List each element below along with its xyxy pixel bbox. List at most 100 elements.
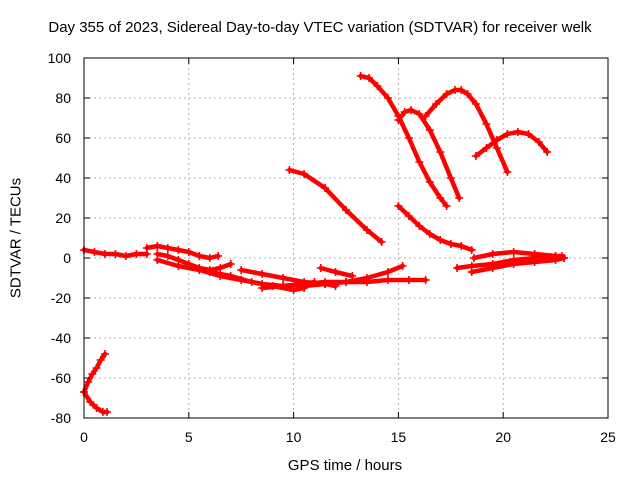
data-point xyxy=(247,278,256,286)
data-point xyxy=(362,278,371,286)
data-point xyxy=(383,94,392,102)
data-point xyxy=(383,276,392,284)
plot-frame xyxy=(83,57,609,419)
data-point xyxy=(377,238,386,246)
data-point xyxy=(226,260,235,268)
data-point xyxy=(463,90,472,98)
data-point xyxy=(488,264,497,272)
data-point xyxy=(442,202,451,210)
x-tick-label: 5 xyxy=(185,429,193,445)
tick-layer: 0 5 10 15 20 25 -80 -60 -40 -20 0 20 40 60 80 100 xyxy=(48,50,616,445)
data-point xyxy=(543,148,552,156)
data-point xyxy=(415,158,424,166)
data-point xyxy=(436,148,445,156)
data-point xyxy=(321,184,330,192)
data-point xyxy=(530,258,539,266)
x-tick-label: 15 xyxy=(391,429,407,445)
data-point xyxy=(503,168,512,176)
data-point xyxy=(492,144,501,152)
data-point xyxy=(163,252,172,260)
data-point xyxy=(174,262,183,270)
grid-layer xyxy=(84,58,608,418)
data-point xyxy=(153,256,162,264)
x-tick-label: 0 xyxy=(80,429,88,445)
data-track-20 xyxy=(471,249,565,261)
y-tick-label: 0 xyxy=(63,250,71,266)
data-point xyxy=(103,408,112,416)
y-tick-label: -60 xyxy=(51,370,71,386)
data-point xyxy=(442,90,451,98)
data-point xyxy=(457,86,466,94)
data-track-15 xyxy=(423,87,510,175)
y-tick-label: 100 xyxy=(48,50,72,66)
data-track-6 xyxy=(155,257,317,289)
chart-title: Day 355 of 2023, Sidereal Day-to-day VTE… xyxy=(48,19,592,36)
data-point xyxy=(111,250,120,258)
data-point xyxy=(467,246,476,254)
data-point xyxy=(455,194,464,202)
data-point xyxy=(400,108,409,116)
x-tick-label: 10 xyxy=(286,429,302,445)
data-track-14 xyxy=(396,107,462,201)
data-track-16 xyxy=(473,129,550,159)
data-track-13 xyxy=(358,73,449,209)
data-point xyxy=(482,144,491,152)
data-point xyxy=(492,136,501,144)
data-point xyxy=(86,398,95,406)
data-point xyxy=(348,272,357,280)
data-point xyxy=(258,284,267,292)
y-tick-label: -40 xyxy=(51,330,71,346)
y-tick-label: -80 xyxy=(51,410,71,426)
data-point xyxy=(96,356,105,364)
data-point xyxy=(394,202,403,210)
data-point xyxy=(425,230,434,238)
data-point xyxy=(184,248,193,256)
data-point xyxy=(471,100,480,108)
data-point xyxy=(214,252,223,260)
data-point xyxy=(279,282,288,290)
data-point xyxy=(469,254,478,262)
data-point xyxy=(425,178,434,186)
data-point xyxy=(373,82,382,90)
data-point xyxy=(509,248,518,256)
data-point xyxy=(534,138,543,146)
data-point xyxy=(457,242,466,250)
y-tick-label: 40 xyxy=(55,170,71,186)
data-point xyxy=(509,260,518,268)
data-point xyxy=(524,130,533,138)
data-point xyxy=(398,262,407,270)
data-point xyxy=(362,226,371,234)
data-point xyxy=(513,128,522,136)
data-point xyxy=(421,276,430,284)
data-point xyxy=(88,370,97,378)
data-point xyxy=(121,252,130,260)
data-point xyxy=(142,244,151,252)
data-point xyxy=(436,236,445,244)
data-point xyxy=(425,126,434,134)
data-point xyxy=(482,120,491,128)
data-point xyxy=(153,242,162,250)
data-point xyxy=(415,110,424,118)
data-point xyxy=(279,274,288,282)
data-point xyxy=(530,250,539,258)
data-point xyxy=(216,264,225,272)
data-point xyxy=(488,250,497,258)
data-point xyxy=(365,74,374,82)
data-point xyxy=(316,264,325,272)
data-point xyxy=(356,72,365,80)
data-point xyxy=(557,252,566,260)
data-point xyxy=(163,244,172,252)
data-point xyxy=(503,130,512,138)
data-point xyxy=(394,116,403,124)
data-point xyxy=(195,252,204,260)
data-point xyxy=(467,268,476,276)
data-point xyxy=(205,268,214,276)
data-point xyxy=(92,404,101,412)
data-point xyxy=(195,266,204,274)
data-point xyxy=(404,212,413,220)
data-point xyxy=(174,246,183,254)
y-tick-label: 60 xyxy=(55,130,71,146)
data-point xyxy=(436,194,445,202)
data-layer xyxy=(80,72,568,416)
